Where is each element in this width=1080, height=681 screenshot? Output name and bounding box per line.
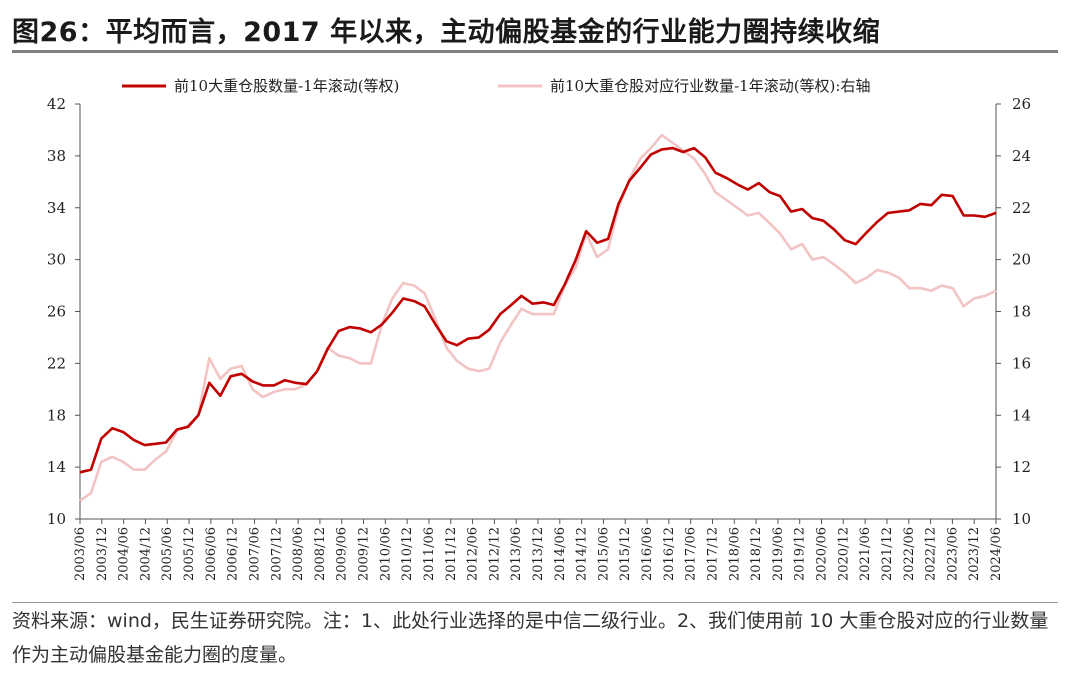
title-divider — [12, 50, 1058, 53]
x-tick-label: 2005/06 — [160, 527, 175, 581]
right-tick-label: 16 — [1012, 354, 1031, 372]
left-tick-label: 42 — [47, 95, 66, 113]
left-tick-label: 10 — [47, 510, 66, 528]
x-tick-label: 2007/06 — [247, 527, 262, 581]
series-line-1 — [79, 146, 997, 474]
x-tick-label: 2008/12 — [313, 527, 328, 581]
x-tick-label: 2020/12 — [836, 527, 851, 581]
x-tick-label: 2015/06 — [596, 527, 611, 581]
x-tick-label: 2024/06 — [989, 527, 1004, 581]
note-divider — [12, 602, 1058, 603]
x-tick-label: 2018/12 — [749, 527, 764, 581]
x-tick-label: 2021/06 — [858, 527, 873, 581]
x-tick-label: 2011/06 — [422, 527, 437, 581]
x-tick-label: 2008/06 — [291, 527, 306, 581]
x-tick-label: 2016/12 — [662, 527, 677, 581]
left-tick-label: 18 — [47, 406, 66, 424]
left-tick-label: 26 — [47, 303, 66, 321]
x-tick-label: 2019/06 — [771, 527, 786, 581]
right-tick-label: 10 — [1012, 510, 1031, 528]
right-tick-label: 18 — [1012, 303, 1031, 321]
series-line-2 — [79, 133, 997, 502]
x-tick-label: 2004/12 — [138, 527, 153, 581]
right-tick-label: 26 — [1012, 95, 1031, 113]
x-tick-label: 2010/06 — [378, 527, 393, 581]
x-tick-label: 2010/12 — [400, 527, 415, 581]
right-tick-label: 14 — [1012, 406, 1031, 424]
left-tick-label: 22 — [47, 354, 66, 372]
x-tick-label: 2012/12 — [487, 527, 502, 581]
x-tick-label: 2014/12 — [575, 527, 590, 581]
x-tick-label: 2006/06 — [204, 527, 219, 581]
right-tick-label: 22 — [1012, 199, 1031, 217]
figure-title: 图26：平均而言，2017 年以来，主动偏股基金的行业能力圈持续收缩 — [12, 17, 881, 48]
x-tick-label: 2018/06 — [727, 527, 742, 581]
legend-label-2: 前10大重仓股对应行业数量-1年滚动(等权):右轴 — [550, 77, 870, 95]
x-tick-label: 2003/06 — [73, 527, 88, 581]
line-chart: 前10大重仓股数量-1年滚动(等权) 前10大重仓股对应行业数量-1年滚动(等权)… — [47, 77, 1031, 581]
left-tick-label: 34 — [47, 199, 66, 217]
legend-label-1: 前10大重仓股数量-1年滚动(等权) — [174, 77, 399, 95]
x-tick-label: 2007/12 — [269, 527, 284, 581]
legend: 前10大重仓股数量-1年滚动(等权) 前10大重仓股对应行业数量-1年滚动(等权)… — [122, 77, 870, 95]
left-tick-label: 30 — [47, 251, 66, 269]
x-tick-label: 2012/06 — [466, 527, 481, 581]
x-tick-label: 2023/06 — [945, 527, 960, 581]
x-tick-label: 2009/06 — [335, 527, 350, 581]
x-tick-label: 2022/12 — [924, 527, 939, 581]
x-tick-label: 2013/06 — [509, 527, 524, 581]
x-tick-label: 2016/06 — [640, 527, 655, 581]
x-tick-label: 2009/12 — [357, 527, 372, 581]
x-tick-label: 2013/12 — [531, 527, 546, 581]
x-tick-label: 2005/12 — [182, 527, 197, 581]
x-tick-label: 2023/12 — [967, 527, 982, 581]
x-tick-label: 2003/12 — [95, 527, 110, 581]
x-tick-label: 2022/06 — [902, 527, 917, 581]
x-tick-label: 2021/12 — [880, 527, 895, 581]
x-tick-label: 2014/06 — [553, 527, 568, 581]
x-tick-label: 2004/06 — [117, 527, 132, 581]
x-tick-label: 2006/12 — [226, 527, 241, 581]
x-tick-label: 2017/12 — [705, 527, 720, 581]
source-note: 资料来源：wind，民生证券研究院。注：1、此处行业选择的是中信二级行业。2、我… — [12, 610, 1049, 666]
right-tick-label: 24 — [1012, 147, 1031, 165]
x-tick-label: 2017/06 — [684, 527, 699, 581]
left-tick-label: 14 — [47, 458, 66, 476]
axes: 10 14 18 22 26 30 34 38 42 10 12 14 16 18 20 22 24 26 2003… — [47, 95, 1031, 581]
left-tick-label: 38 — [47, 147, 66, 165]
x-tick-label: 2020/06 — [815, 527, 830, 581]
right-tick-label: 20 — [1012, 251, 1031, 269]
x-tick-label: 2015/12 — [618, 527, 633, 581]
right-tick-label: 12 — [1012, 458, 1031, 476]
x-tick-label: 2011/12 — [444, 527, 459, 581]
series-lines — [79, 133, 997, 502]
x-tick-label: 2019/12 — [793, 527, 808, 581]
